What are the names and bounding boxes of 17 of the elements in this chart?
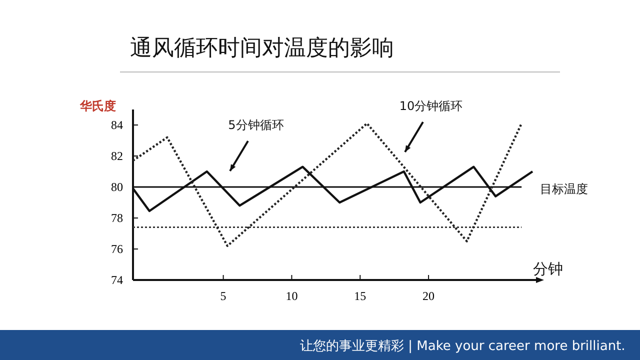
x-tick-label: 20	[422, 289, 435, 303]
y-tick-label: 78	[111, 211, 123, 225]
x-tick-label: 5	[220, 289, 226, 303]
annotation: 10分钟循环	[399, 99, 463, 113]
chart-title: 通风循环时间对温度的影响	[130, 36, 394, 61]
ref-line-label: 目标温度	[540, 182, 588, 196]
y-tick-label: 84	[111, 118, 123, 132]
y-tick-label: 76	[111, 242, 123, 256]
text: 让您的事业更精彩 | Make your career more brilliant.	[300, 339, 626, 354]
x-axis-title: 分钟	[533, 260, 563, 278]
x-tick-label: 15	[354, 289, 366, 303]
annotation: 5分钟循环	[228, 118, 284, 132]
y-tick-label: 74	[111, 273, 123, 287]
y-axis-title: 华氏度	[79, 99, 116, 113]
x-tick-label: 10	[286, 289, 298, 303]
y-tick-label: 80	[111, 180, 123, 194]
y-tick-label: 82	[111, 149, 123, 163]
